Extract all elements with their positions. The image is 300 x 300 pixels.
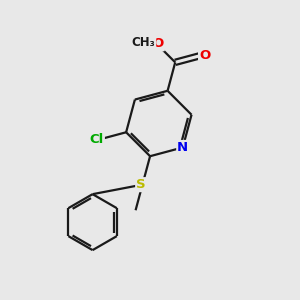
- Text: S: S: [136, 178, 146, 191]
- Text: CH₃: CH₃: [131, 36, 155, 50]
- Text: O: O: [199, 50, 210, 62]
- Text: N: N: [177, 141, 188, 154]
- Text: Cl: Cl: [90, 133, 104, 146]
- Text: O: O: [152, 37, 164, 50]
